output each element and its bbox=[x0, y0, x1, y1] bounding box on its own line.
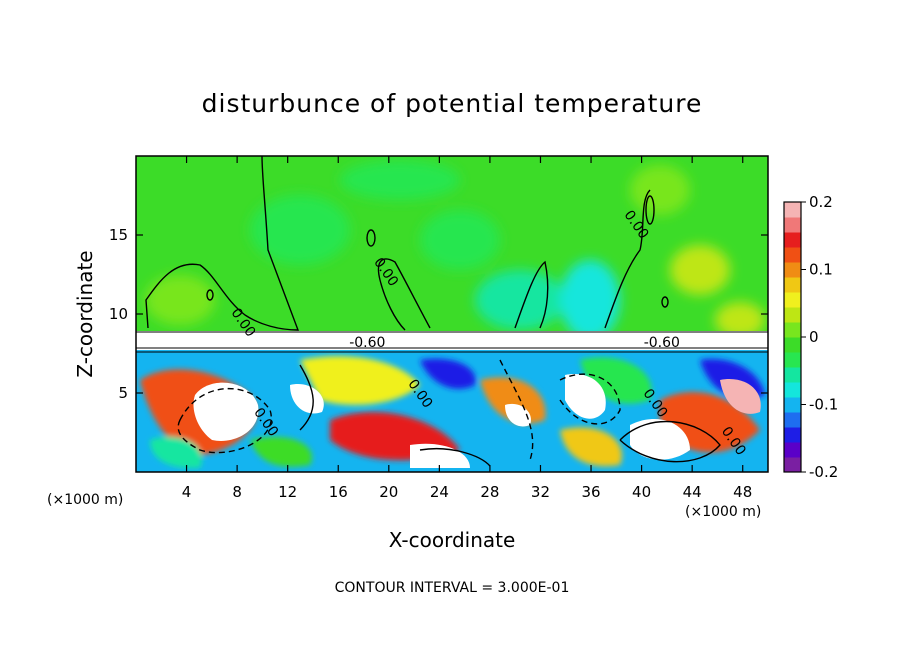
z-axis-unit: (×1000 m) bbox=[47, 492, 123, 508]
colorbar-swatch bbox=[784, 277, 801, 293]
colorbar-swatch bbox=[784, 427, 801, 443]
colorbar-tick-label: -0.2 bbox=[809, 463, 838, 481]
colorbar-swatch bbox=[784, 412, 801, 428]
colorbar-swatch bbox=[784, 397, 801, 413]
upper-boundary-band bbox=[136, 331, 768, 350]
z-axis-title: Z-coordinate bbox=[73, 250, 97, 377]
x-tick-label: 8 bbox=[232, 483, 242, 501]
z-axis-ticks: 5 10 15 bbox=[109, 226, 768, 402]
plot-area: 0.000.000.00-0.60 -0.600.000.000.000.00 bbox=[136, 156, 768, 472]
colorbar-swatch bbox=[784, 442, 801, 458]
colorbar-swatch bbox=[784, 217, 801, 233]
x-tick-label: 44 bbox=[683, 483, 702, 501]
colorbar-swatch bbox=[784, 322, 801, 338]
x-tick-label: 28 bbox=[480, 483, 499, 501]
z-tick-label: 5 bbox=[118, 384, 128, 402]
upper-field-patches bbox=[145, 160, 765, 340]
x-axis-ticks: 4 8 12 16 20 24 28 32 36 40 44 48 bbox=[182, 156, 752, 501]
x-tick-label: 16 bbox=[329, 483, 348, 501]
colorbar-swatch bbox=[784, 307, 801, 323]
colorbar-ticks: 0.2 0.1 0 -0.1 -0.2 bbox=[801, 193, 838, 481]
colorbar-swatch bbox=[784, 337, 801, 353]
x-axis-title: X-coordinate bbox=[389, 528, 516, 552]
colorbar bbox=[783, 201, 802, 473]
colorbar-swatch bbox=[784, 367, 801, 383]
x-axis-unit: (×1000 m) bbox=[685, 504, 761, 520]
x-tick-label: 20 bbox=[379, 483, 398, 501]
z-tick-label: 15 bbox=[109, 226, 128, 244]
colorbar-swatch bbox=[784, 232, 801, 248]
contour-interval-note: CONTOUR INTERVAL = 3.000E-01 bbox=[335, 580, 570, 596]
colorbar-tick-label: 0.1 bbox=[809, 261, 833, 279]
x-tick-label: 36 bbox=[581, 483, 600, 501]
colorbar-tick-label: 0.2 bbox=[809, 193, 833, 211]
colorbar-swatch bbox=[784, 352, 801, 368]
colorbar-tick-label: 0 bbox=[809, 328, 819, 346]
colorbar-swatch bbox=[784, 262, 801, 278]
x-tick-label: 24 bbox=[430, 483, 449, 501]
colorbar-swatch bbox=[784, 457, 801, 473]
x-tick-label: 48 bbox=[733, 483, 752, 501]
colorbar-swatch bbox=[784, 292, 801, 308]
contour-lines bbox=[136, 156, 768, 467]
contour-label: -0.60 bbox=[349, 335, 385, 351]
z-tick-label: 10 bbox=[109, 305, 128, 323]
lower-field-white-cores bbox=[193, 374, 761, 468]
chart-title: disturbunce of potential temperature bbox=[202, 89, 703, 118]
colorbar-swatch bbox=[784, 202, 801, 218]
x-tick-label: 12 bbox=[278, 483, 297, 501]
colorbar-swatch bbox=[784, 382, 801, 398]
colorbar-tick-label: -0.1 bbox=[809, 396, 838, 414]
colorbar-swatch bbox=[784, 247, 801, 263]
x-tick-label: 40 bbox=[632, 483, 651, 501]
contour-label: -0.60 bbox=[644, 335, 680, 351]
x-tick-label: 4 bbox=[182, 483, 192, 501]
x-tick-label: 32 bbox=[531, 483, 550, 501]
